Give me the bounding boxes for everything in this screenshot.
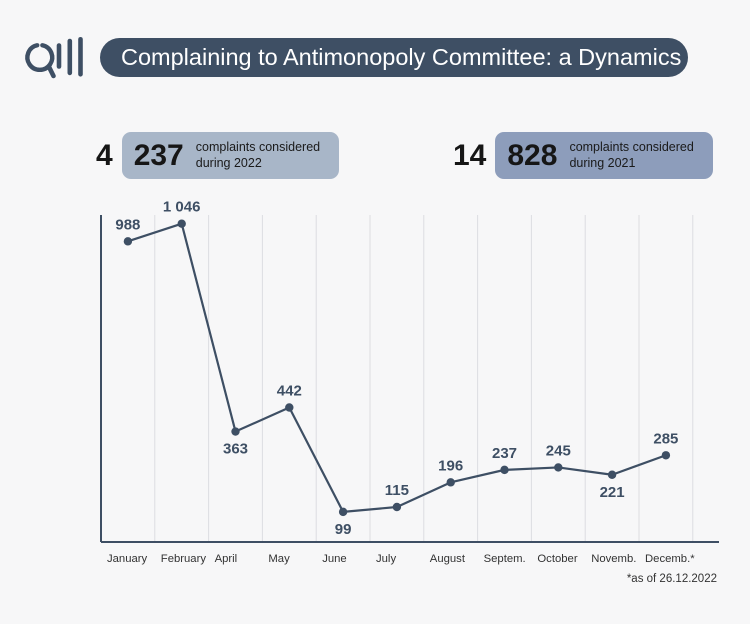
svg-text:245: 245: [546, 442, 571, 459]
svg-text:363: 363: [223, 441, 248, 458]
svg-text:1 046: 1 046: [163, 199, 201, 216]
svg-text:Septem.: Septem.: [484, 553, 526, 565]
svg-text:August: August: [430, 553, 466, 565]
svg-text:July: July: [376, 553, 396, 565]
svg-text:*as of 26.12.2022: *as of 26.12.2022: [627, 573, 717, 585]
svg-text:115: 115: [385, 482, 409, 499]
svg-text:June: June: [322, 553, 347, 565]
svg-text:196: 196: [438, 457, 463, 474]
svg-text:April: April: [215, 553, 238, 565]
svg-text:January: January: [107, 553, 148, 565]
svg-text:February: February: [161, 553, 207, 565]
svg-text:442: 442: [277, 383, 302, 400]
svg-text:99: 99: [335, 521, 352, 538]
svg-text:221: 221: [600, 484, 625, 501]
svg-text:October: October: [537, 553, 577, 565]
svg-text:May: May: [268, 553, 290, 565]
svg-text:Novemb.: Novemb.: [591, 553, 636, 565]
svg-text:988: 988: [115, 216, 140, 233]
svg-text:285: 285: [653, 430, 678, 447]
svg-text:Decemb.*: Decemb.*: [645, 553, 695, 565]
svg-text:237: 237: [492, 445, 517, 462]
